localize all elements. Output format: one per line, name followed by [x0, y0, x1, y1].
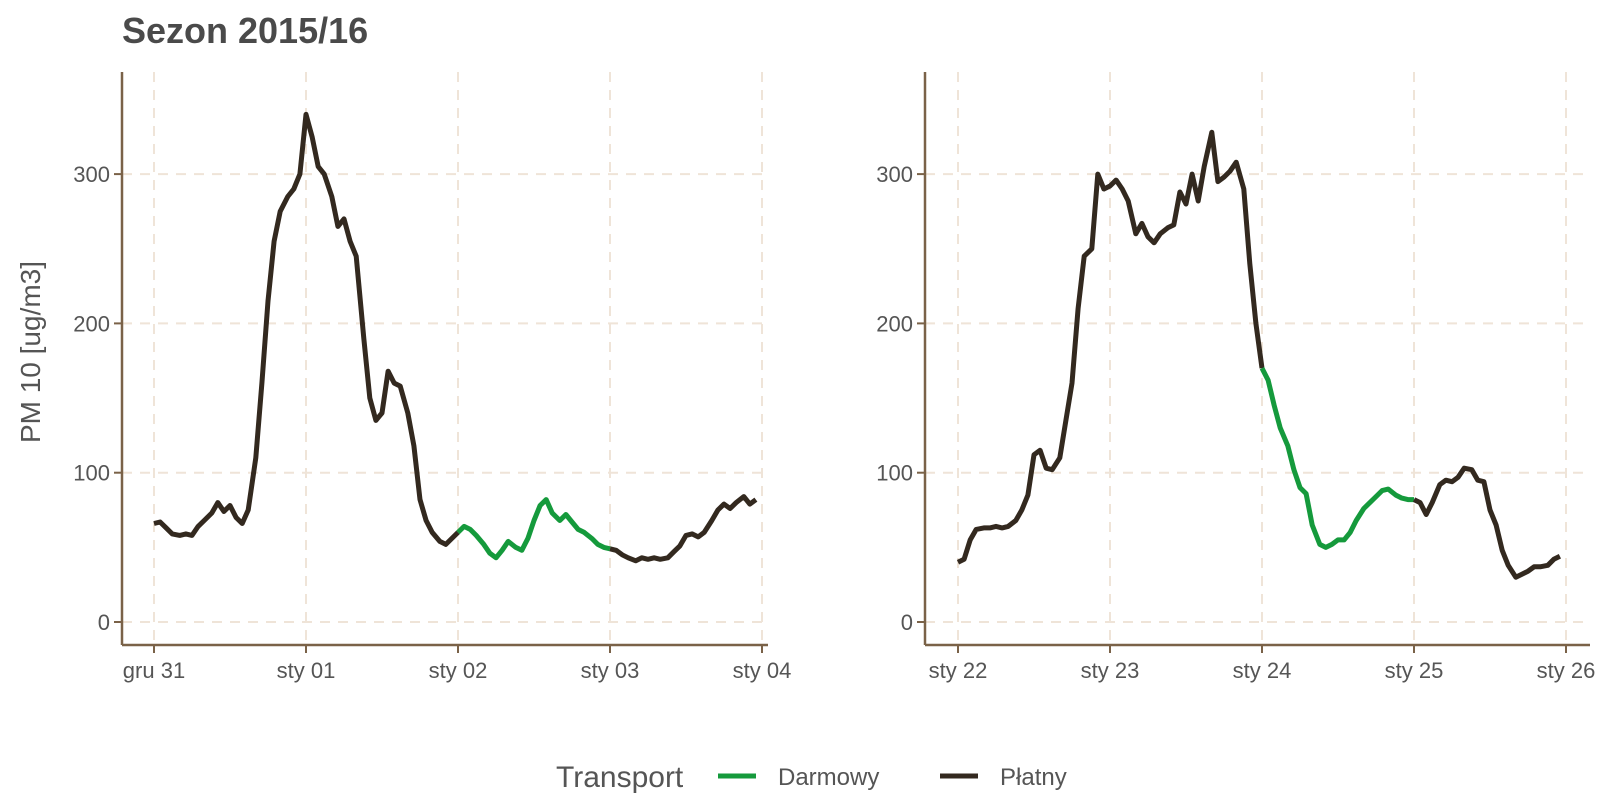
series-line-platny-2	[1412, 465, 1562, 580]
series-line-platny-2	[609, 494, 758, 564]
y-tick-label: 300	[876, 162, 913, 187]
chart-panel-2: 0 100 200 300 sty 22 sty 23 sty 24 sty 25 sty 26	[876, 72, 1595, 683]
x-tick-label: sty 01	[277, 658, 336, 683]
series-line-platny-0	[956, 129, 1265, 565]
x-tick-label: sty 22	[929, 658, 988, 683]
x-tick-label: gru 31	[123, 658, 185, 683]
y-axis-label: PM 10 [ug/m3]	[15, 261, 46, 443]
x-tick-label: sty 02	[429, 658, 488, 683]
x-tick-label: sty 23	[1081, 658, 1140, 683]
x-tick-label: sty 25	[1385, 658, 1444, 683]
chart-panel-1: 0 100 200 300 gru 31 sty 01 sty 02 sty 03 sty 04	[73, 72, 791, 683]
y-tick-label: 100	[73, 461, 110, 486]
x-tick-label: sty 03	[581, 658, 640, 683]
y-tick-label: 100	[876, 461, 913, 486]
x-tick-label: sty 26	[1537, 658, 1596, 683]
x-tick-label: sty 24	[1233, 658, 1292, 683]
series-line-darmowy-1	[456, 497, 611, 561]
series-line-darmowy-1	[1259, 367, 1414, 550]
y-tick-label: 0	[98, 610, 110, 635]
series-line-platny-0	[153, 111, 460, 547]
y-tick-label: 0	[901, 610, 913, 635]
y-tick-label: 200	[73, 311, 110, 336]
legend: Transport Darmowy Płatny	[556, 761, 1067, 794]
x-tick-label: sty 04	[733, 658, 792, 683]
legend-label-platny: Płatny	[1000, 764, 1067, 791]
y-tick-label: 300	[73, 162, 110, 187]
chart-title: Sezon 2015/16	[122, 10, 369, 51]
legend-title: Transport	[556, 761, 684, 794]
y-tick-label: 200	[876, 311, 913, 336]
legend-label-darmowy: Darmowy	[778, 764, 879, 791]
